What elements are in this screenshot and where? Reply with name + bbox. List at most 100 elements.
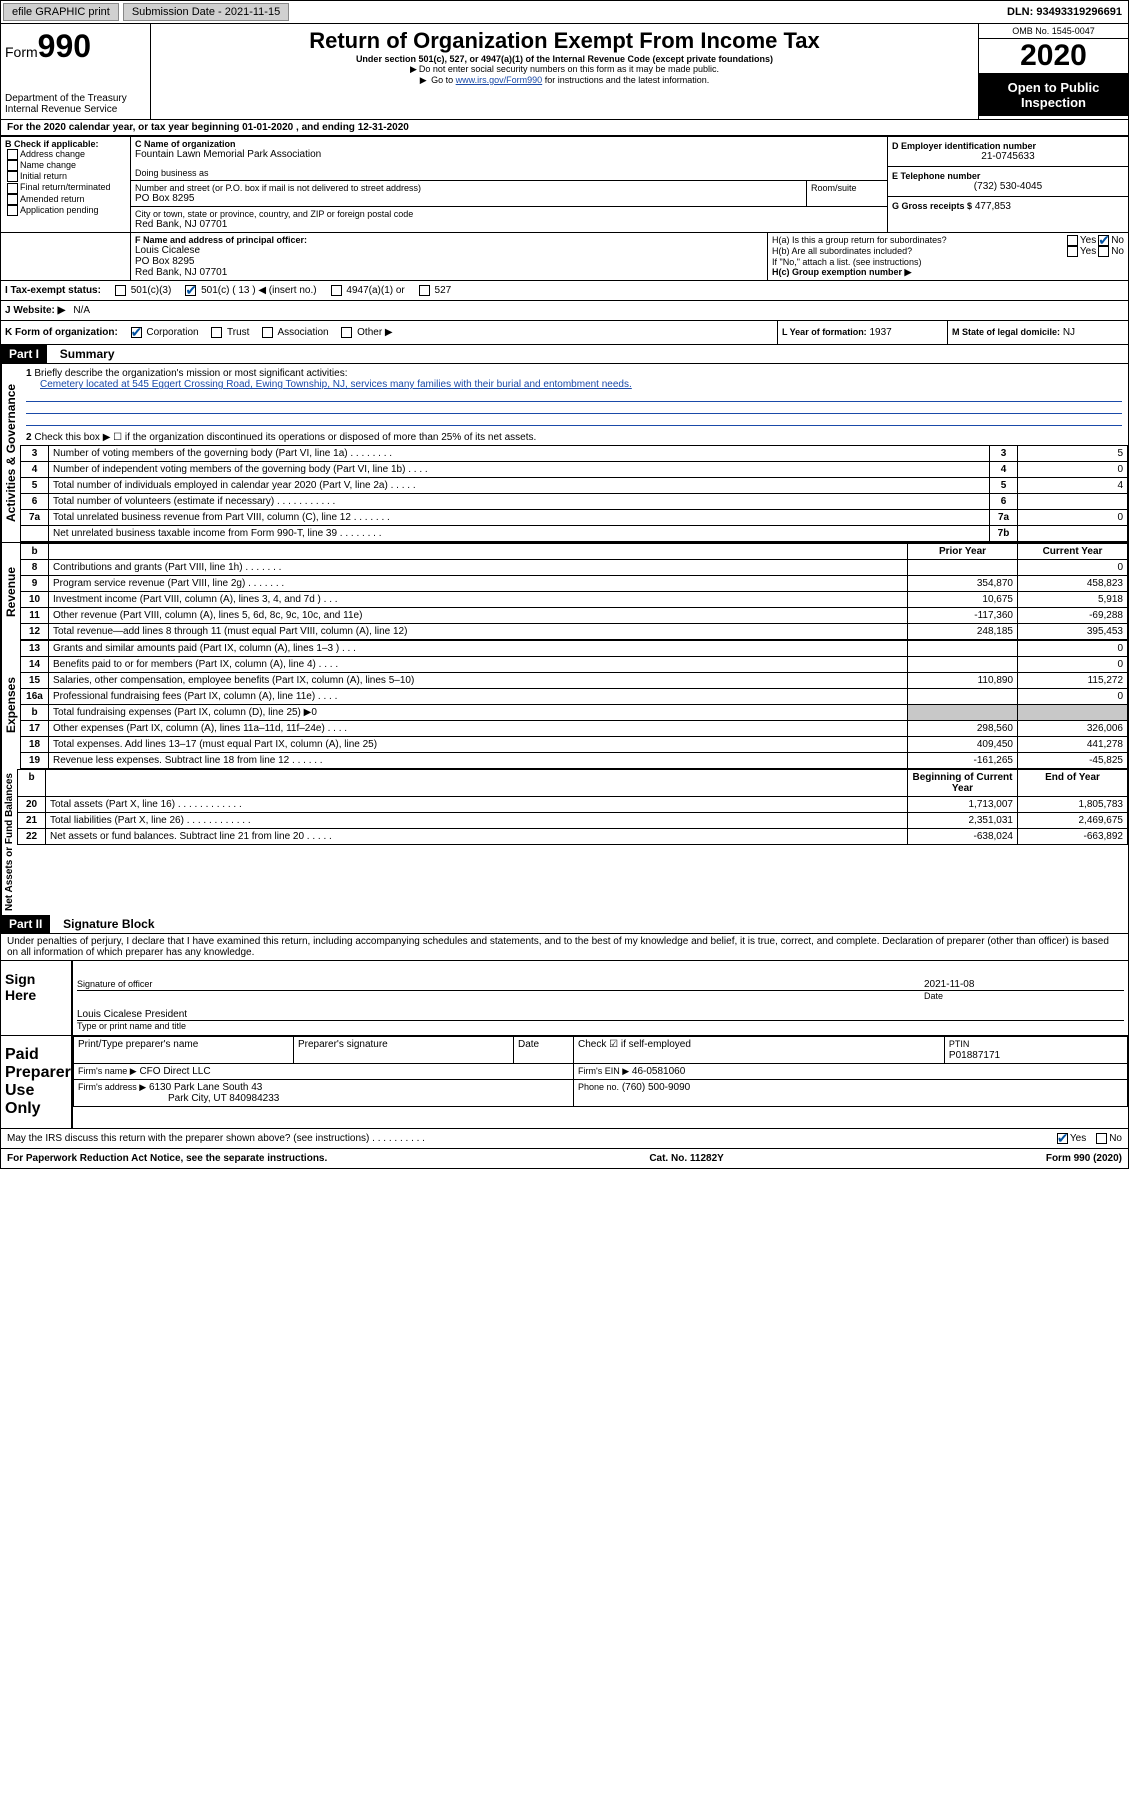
e-label: E Telephone number bbox=[892, 171, 1124, 181]
firm-addr-row: Firm's address ▶ 6130 Park Lane South 43… bbox=[74, 1080, 574, 1107]
governance-table: 3 Number of voting members of the govern… bbox=[20, 445, 1128, 542]
prior-val: 10,675 bbox=[908, 592, 1018, 608]
firm-phone-row: Phone no. (760) 500-9090 bbox=[574, 1080, 1128, 1107]
prior-val: -638,024 bbox=[908, 829, 1018, 845]
form-990-page: efile GRAPHIC print Submission Date - 20… bbox=[0, 0, 1129, 1169]
line-text: Other revenue (Part VIII, column (A), li… bbox=[49, 608, 908, 624]
box-c: C Name of organization Fountain Lawn Mem… bbox=[131, 137, 888, 232]
subtitle-3: Go to www.irs.gov/Form990 for instructio… bbox=[155, 75, 974, 86]
footer-right: Form 990 (2020) bbox=[1046, 1153, 1122, 1164]
line-num: 15 bbox=[21, 673, 49, 689]
i-opt-0[interactable]: 501(c)(3) bbox=[113, 285, 171, 296]
line-text: Salaries, other compensation, employee b… bbox=[49, 673, 908, 689]
line-num: 21 bbox=[18, 813, 46, 829]
prior-val bbox=[908, 705, 1018, 721]
line-num: 16a bbox=[21, 689, 49, 705]
line-text: Program service revenue (Part VIII, line… bbox=[49, 576, 908, 592]
self-employed-check[interactable]: Check ☑ if self-employed bbox=[574, 1037, 945, 1064]
form-word: Form bbox=[5, 44, 38, 60]
line-text: Investment income (Part VIII, column (A)… bbox=[49, 592, 908, 608]
i-opt-1[interactable]: 501(c) ( 13 ) ◀ (insert no.) bbox=[183, 285, 316, 296]
subtitle-2: Do not enter social security numbers on … bbox=[155, 64, 974, 75]
l-label: L Year of formation: bbox=[782, 327, 867, 337]
check-initial[interactable]: Initial return bbox=[5, 171, 126, 182]
c-label: C Name of organization bbox=[135, 139, 883, 149]
check-amended[interactable]: Amended return bbox=[5, 194, 126, 205]
g-label: G Gross receipts $ bbox=[892, 201, 972, 211]
prior-val: 110,890 bbox=[908, 673, 1018, 689]
box-m: M State of legal domicile: NJ bbox=[948, 321, 1128, 344]
gross-receipts: 477,853 bbox=[975, 201, 1011, 212]
q2-label: Check this box ▶ ☐ if the organization d… bbox=[34, 432, 536, 443]
line-ref: 4 bbox=[990, 462, 1018, 478]
i-opt-3[interactable]: 527 bbox=[417, 285, 451, 296]
discuss-no[interactable] bbox=[1096, 1133, 1107, 1144]
discuss-label: May the IRS discuss this return with the… bbox=[7, 1133, 1055, 1144]
line-num: 6 bbox=[21, 494, 49, 510]
prep-name-label: Print/Type preparer's name bbox=[74, 1037, 294, 1064]
i-opt-2[interactable]: 4947(a)(1) or bbox=[329, 285, 405, 296]
discuss-yes[interactable] bbox=[1057, 1133, 1068, 1144]
q2-num: 2 bbox=[26, 432, 32, 443]
line-val bbox=[1018, 494, 1128, 510]
k-corp[interactable]: Corporation bbox=[129, 327, 199, 338]
line-num: 13 bbox=[21, 641, 49, 657]
k-other[interactable]: Other ▶ bbox=[339, 327, 392, 338]
form990-link[interactable]: www.irs.gov/Form990 bbox=[456, 75, 543, 85]
part2-badge: Part II bbox=[1, 915, 50, 933]
hb-no[interactable] bbox=[1098, 246, 1109, 257]
firm-ein-row: Firm's EIN ▶ 46-0581060 bbox=[574, 1064, 1128, 1080]
prior-val: 248,185 bbox=[908, 624, 1018, 640]
box-l: L Year of formation: 1937 bbox=[778, 321, 948, 344]
current-val: 326,006 bbox=[1018, 721, 1128, 737]
line-num: 10 bbox=[21, 592, 49, 608]
q1-answer: Cemetery located at 545 Eggert Crossing … bbox=[40, 379, 632, 390]
check-final[interactable]: Final return/terminated bbox=[5, 182, 126, 193]
prior-val: 298,560 bbox=[908, 721, 1018, 737]
q1-num: 1 bbox=[26, 368, 32, 379]
box-deg: D Employer identification number 21-0745… bbox=[888, 137, 1128, 232]
k-trust[interactable]: Trust bbox=[209, 327, 249, 338]
subtitle-1: Under section 501(c), 527, or 4947(a)(1)… bbox=[155, 54, 974, 64]
prior-val: -117,360 bbox=[908, 608, 1018, 624]
form-title: Return of Organization Exempt From Incom… bbox=[155, 28, 974, 54]
check-pending[interactable]: Application pending bbox=[5, 205, 126, 216]
prior-val bbox=[908, 641, 1018, 657]
paid-preparer-block: Paid Preparer Use Only Print/Type prepar… bbox=[1, 1035, 1128, 1128]
line-num: 14 bbox=[21, 657, 49, 673]
ha-label: H(a) Is this a group return for subordin… bbox=[772, 235, 1065, 246]
k-assoc[interactable]: Association bbox=[260, 327, 328, 338]
topbar: efile GRAPHIC print Submission Date - 20… bbox=[1, 1, 1128, 24]
current-val: 0 bbox=[1018, 560, 1128, 576]
check-name[interactable]: Name change bbox=[5, 160, 126, 171]
ha-no[interactable] bbox=[1098, 235, 1109, 246]
line-num: 20 bbox=[18, 797, 46, 813]
line-text: Grants and similar amounts paid (Part IX… bbox=[49, 641, 908, 657]
efile-button[interactable]: efile GRAPHIC print bbox=[3, 3, 119, 21]
current-val: -45,825 bbox=[1018, 753, 1128, 769]
sig-date: 2021-11-08 bbox=[924, 979, 1124, 990]
box-i: I Tax-exempt status: 501(c)(3) 501(c) ( … bbox=[1, 281, 1128, 301]
line-text: Total number of individuals employed in … bbox=[49, 478, 990, 494]
current-val: -69,288 bbox=[1018, 608, 1128, 624]
vlabel-revenue: Revenue bbox=[1, 543, 20, 640]
hb-yes[interactable] bbox=[1067, 246, 1078, 257]
ha-yes[interactable] bbox=[1067, 235, 1078, 246]
q1-label: Briefly describe the organization's miss… bbox=[34, 368, 347, 379]
header-center: Return of Organization Exempt From Incom… bbox=[151, 24, 978, 119]
netassets-table: b Beginning of Current Year End of Year2… bbox=[17, 769, 1128, 845]
current-val: 5,918 bbox=[1018, 592, 1128, 608]
open-to-public: Open to Public Inspection bbox=[979, 74, 1128, 116]
d-label: D Employer identification number bbox=[892, 141, 1124, 151]
line-val: 0 bbox=[1018, 510, 1128, 526]
sign-here-block: Sign Here Signature of officer 2021-11-0… bbox=[1, 960, 1128, 1035]
line-ref: 7b bbox=[990, 526, 1018, 542]
check-address[interactable]: Address change bbox=[5, 149, 126, 160]
blank-line-2 bbox=[26, 402, 1122, 414]
line-text: Professional fundraising fees (Part IX, … bbox=[49, 689, 908, 705]
submission-date-button[interactable]: Submission Date - 2021-11-15 bbox=[123, 3, 289, 21]
officer-name: Louis Cicalese bbox=[135, 245, 763, 256]
col-prior: Prior Year bbox=[908, 544, 1018, 560]
line-text: Total liabilities (Part X, line 26) . . … bbox=[46, 813, 908, 829]
prior-val: 354,870 bbox=[908, 576, 1018, 592]
